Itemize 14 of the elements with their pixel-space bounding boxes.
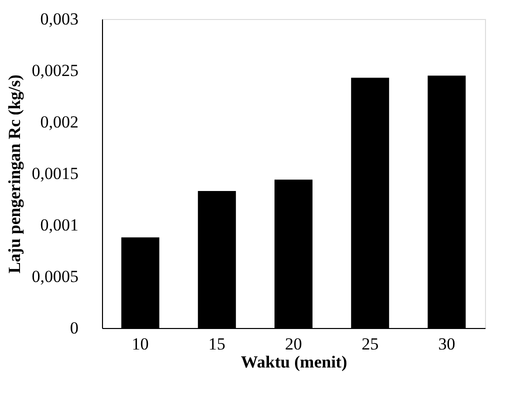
- y-tick-label: 0,001: [40, 216, 78, 234]
- y-tick-label: 0,002: [40, 112, 78, 132]
- y-tick-label: 0,0025: [32, 61, 78, 80]
- x-tick-label: 15: [208, 334, 226, 354]
- y-axis-title: Laju pengeringan Rc (kg/s): [4, 74, 24, 274]
- y-tick-label: 0: [70, 318, 78, 338]
- y-tick-label: 0,0015: [32, 164, 78, 183]
- x-axis-title: Waktu (menit): [240, 352, 348, 372]
- x-tick-label: 20: [285, 334, 302, 354]
- x-tick-label: 30: [438, 334, 456, 354]
- x-tick-label: 25: [362, 334, 379, 354]
- x-tick-label: 10: [132, 334, 149, 354]
- y-tick-label: 0,0005: [32, 267, 78, 286]
- y-tick-label: 0,003: [40, 10, 78, 28]
